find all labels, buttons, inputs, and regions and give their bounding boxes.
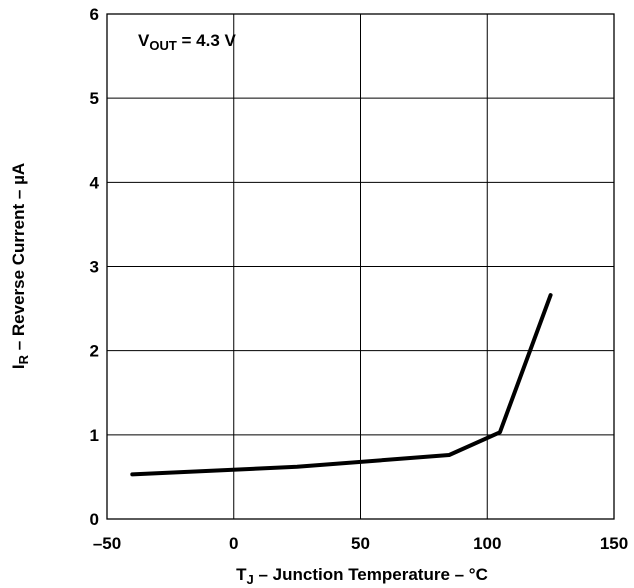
series-group	[130, 293, 553, 477]
x-tick-label: 100	[473, 534, 501, 553]
y-tick-label: 6	[90, 5, 99, 24]
x-axis-title: TJ – Junction Temperature – °C	[236, 565, 488, 587]
y-tick-label: 5	[90, 89, 99, 108]
grid-lines	[106, 13, 615, 520]
x-tick-label: 50	[351, 534, 370, 553]
y-axis-title: IR – Reverse Current – µA	[9, 163, 31, 369]
series-line-0	[130, 293, 553, 477]
y-tick-label: 0	[90, 510, 99, 529]
vout-annotation: VOUT = 4.3 V	[138, 31, 237, 53]
y-tick-labels: 0 1 2 3 4 5 6	[90, 5, 100, 529]
x-tick-label: 150	[600, 534, 628, 553]
y-tick-label: 2	[90, 342, 99, 361]
x-tick-label: 0	[229, 534, 238, 553]
y-tick-label: 1	[90, 426, 99, 445]
x-tick-labels: –50 0 50 100 150	[93, 534, 628, 553]
plot-frame	[106, 13, 615, 520]
x-tick-label: –50	[93, 534, 121, 553]
y-tick-label: 4	[90, 173, 100, 192]
y-tick-label: 3	[90, 258, 99, 277]
